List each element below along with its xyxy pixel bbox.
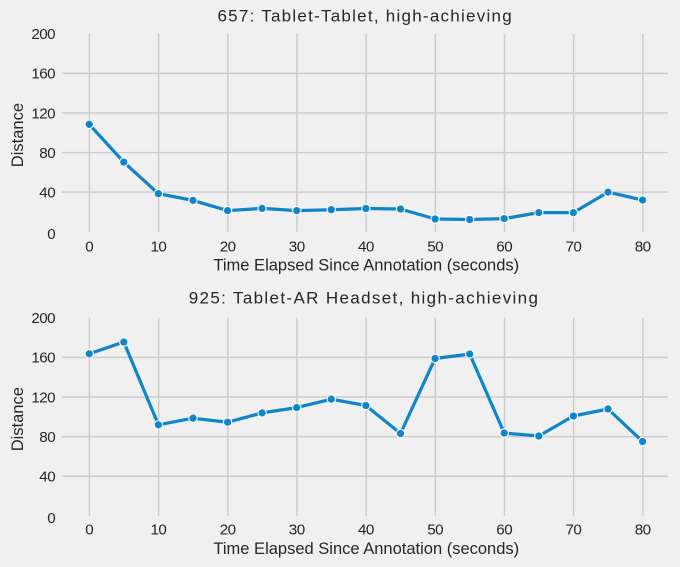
svg-text:0: 0 [47,510,55,527]
svg-text:40: 40 [358,238,374,255]
svg-text:0: 0 [85,521,93,538]
svg-text:80: 80 [39,145,55,162]
svg-text:30: 30 [289,521,305,538]
svg-text:160: 160 [31,350,55,367]
svg-text:160: 160 [31,66,55,83]
svg-text:40: 40 [39,469,55,486]
svg-text:200: 200 [31,310,55,327]
svg-text:70: 70 [566,238,582,255]
svg-text:0: 0 [85,238,93,255]
svg-text:30: 30 [289,238,305,255]
svg-text:50: 50 [427,521,443,538]
svg-text:20: 20 [220,238,236,255]
svg-text:60: 60 [496,521,512,538]
svg-text:Distance: Distance [9,103,27,167]
svg-text:657: Tablet-Tablet, high-achie: 657: Tablet-Tablet, high-achieving [217,6,512,25]
svg-text:0: 0 [47,226,55,243]
svg-text:925: Tablet-AR Headset, high-a: 925: Tablet-AR Headset, high-achieving [189,289,540,308]
svg-text:120: 120 [31,389,55,406]
svg-text:10: 10 [151,521,167,538]
svg-text:Time Elapsed Since Annotation: Time Elapsed Since Annotation (seconds) [213,540,519,558]
svg-text:10: 10 [151,238,167,255]
svg-text:120: 120 [31,105,55,122]
svg-text:Time Elapsed Since Annotation: Time Elapsed Since Annotation (seconds) [213,257,519,275]
svg-text:50: 50 [427,238,443,255]
svg-text:80: 80 [635,238,651,255]
svg-text:200: 200 [31,26,55,43]
svg-text:20: 20 [220,521,236,538]
svg-text:40: 40 [358,521,374,538]
svg-text:80: 80 [635,521,651,538]
svg-text:60: 60 [496,238,512,255]
svg-text:40: 40 [39,184,55,201]
svg-text:Distance: Distance [9,387,27,451]
svg-text:80: 80 [39,429,55,446]
svg-text:70: 70 [566,521,582,538]
